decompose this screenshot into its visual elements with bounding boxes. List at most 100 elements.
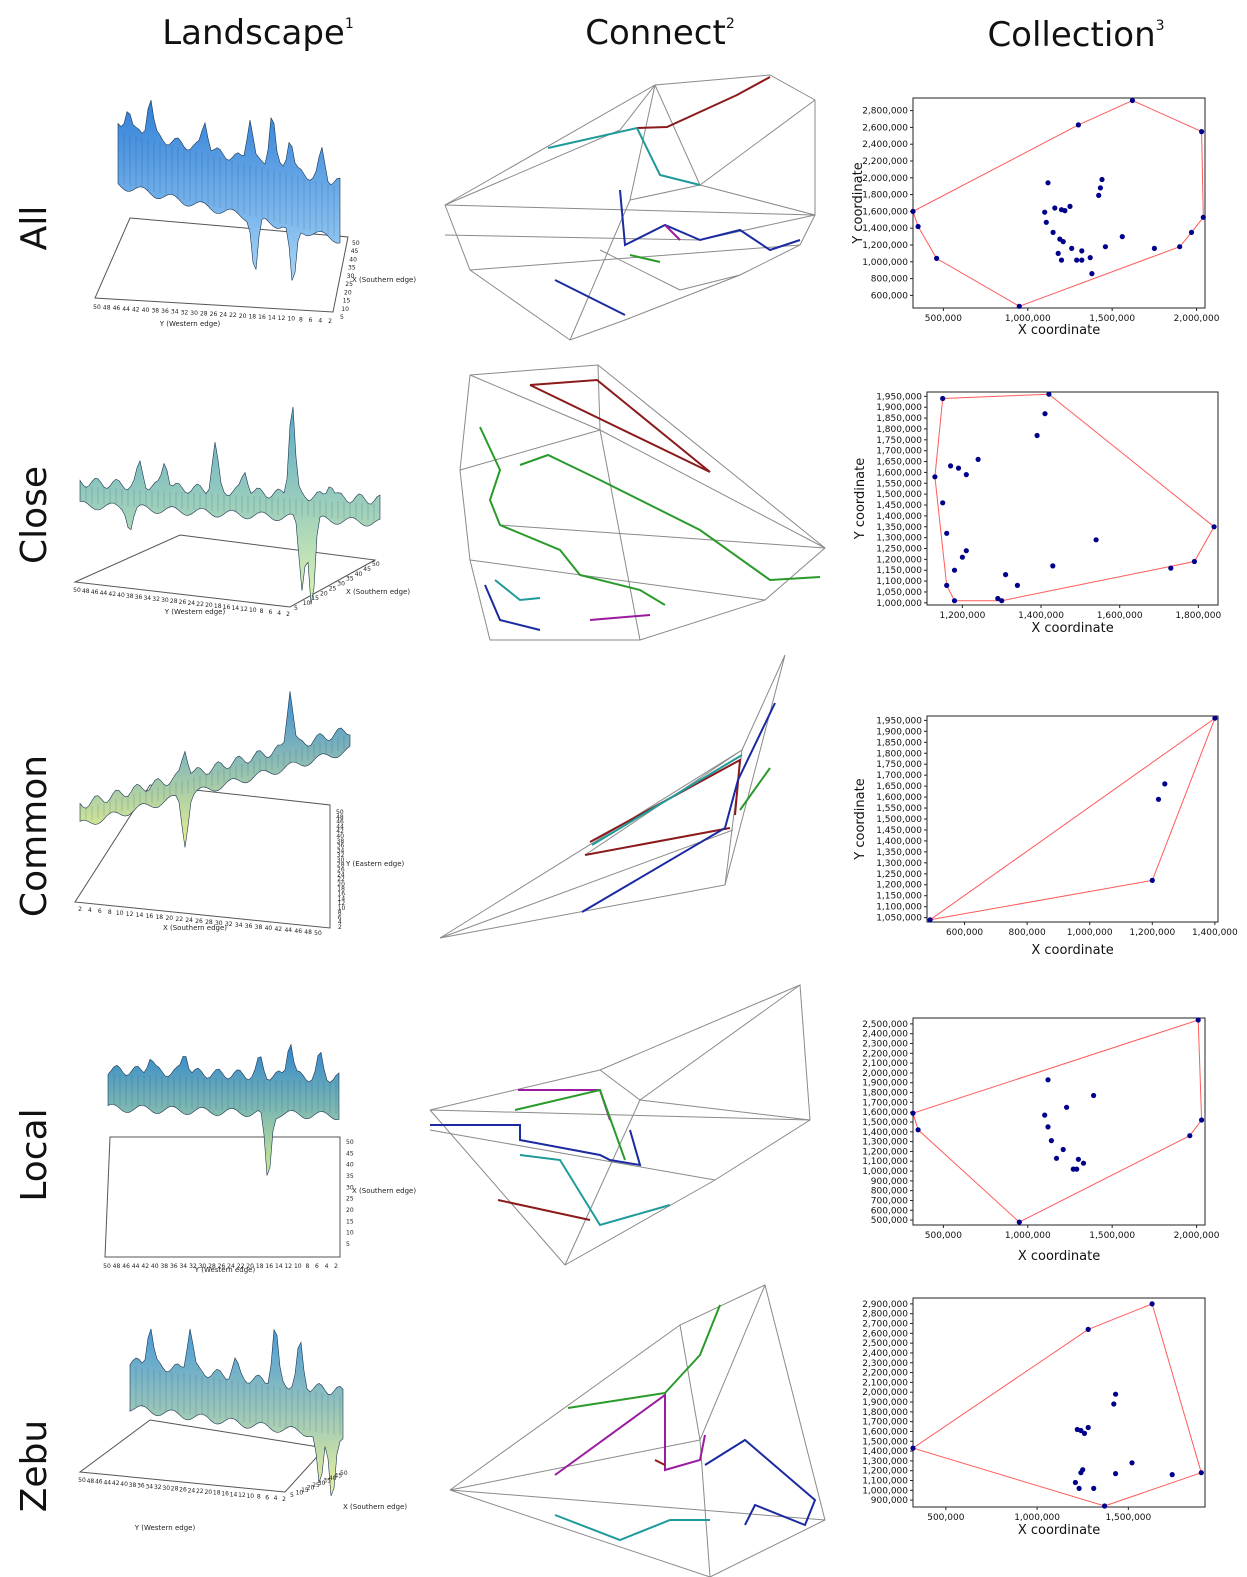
landscape-tick-label: 6 (265, 1494, 269, 1501)
point (1017, 304, 1022, 309)
landscape-tick-label: 28 (170, 598, 178, 605)
landscape-tick-label: 10 (249, 607, 257, 614)
point (940, 500, 945, 505)
point (1045, 1077, 1050, 1082)
landscape-tick-label: 42 (108, 591, 116, 598)
y-tick-label: 1,200,000 (876, 555, 922, 565)
landscape-tick-label: 6 (309, 317, 313, 324)
landscape-tick-label: 40 (142, 307, 150, 314)
x-axis-label: X coordinate (1031, 943, 1113, 958)
y-tick-label: 2,800,000 (862, 1310, 908, 1320)
point (1042, 411, 1047, 416)
y-tick-label: 2,600,000 (862, 123, 908, 133)
y-tick-label: 1,500,000 (876, 815, 922, 825)
point (948, 463, 953, 468)
y-tick-label: 2,900,000 (862, 1300, 908, 1310)
y-tick-label: 2,300,000 (862, 1040, 908, 1050)
y-tick-label: 1,150,000 (876, 892, 922, 902)
point (1074, 258, 1079, 263)
landscape-axis-label: Y (Western edge) (164, 608, 226, 616)
point (952, 568, 957, 573)
landscape-tick-label: 15 (343, 298, 351, 305)
point (1094, 537, 1099, 542)
landscape-tick-label: 22 (175, 916, 183, 923)
y-tick-label: 2,200,000 (862, 1049, 908, 1059)
landscape-tick-label: 18 (213, 1490, 221, 1497)
landscape-tick-label: 42 (141, 1263, 149, 1270)
y-tick-label: 2,100,000 (862, 1059, 908, 1069)
x-tick-label: 500,000 (925, 1231, 962, 1241)
x-tick-label: 1,200,000 (939, 611, 985, 621)
landscape-tick-label: 20 (320, 590, 328, 597)
header-text: Collection (987, 15, 1155, 55)
y-tick-label: 1,550,000 (876, 479, 922, 489)
point (1196, 1017, 1201, 1022)
y-tick-label: 1,200,000 (876, 881, 922, 891)
point (916, 1127, 921, 1132)
point (1168, 566, 1173, 571)
y-tick-label: 1,450,000 (876, 826, 922, 836)
header-note: 2 (726, 16, 735, 32)
point (1189, 230, 1194, 235)
landscape-tick-label: 8 (108, 909, 112, 916)
point (1096, 193, 1101, 198)
point (1081, 1161, 1086, 1166)
x-tick-label: 1,000,000 (1014, 1513, 1060, 1523)
y-tick-label: 1,100,000 (862, 1477, 908, 1487)
point (1150, 1301, 1155, 1306)
landscape-tick-label: 10 (303, 600, 311, 607)
point (1050, 563, 1055, 568)
point (910, 1446, 915, 1451)
landscape-tick-label: 12 (240, 606, 248, 613)
landscape-tick-label: 45 (363, 566, 371, 573)
y-tick-label: 1,850,000 (876, 414, 922, 424)
x-tick-label: 1,800,000 (1175, 611, 1221, 621)
landscape-tick-label: 50 (73, 587, 81, 594)
point (1199, 1470, 1204, 1475)
point (1067, 204, 1072, 209)
landscape-tick-label: 20 (346, 1207, 354, 1214)
point (1079, 248, 1084, 253)
x-tick-label: 500,000 (927, 1513, 964, 1523)
landscape-tick-label: 4 (325, 1263, 329, 1270)
landscape-tick-label: 44 (122, 306, 130, 313)
y-tick-label: 1,000,000 (862, 258, 908, 268)
y-tick-label: 1,500,000 (862, 1437, 908, 1447)
landscape-axis-label: Y (Western edge) (194, 1266, 256, 1274)
y-tick-label: 2,600,000 (862, 1329, 908, 1339)
row-label: Close (14, 466, 55, 564)
x-tick-label: 1,400,000 (1018, 611, 1064, 621)
landscape-tick-label: 38 (255, 924, 263, 931)
point (1150, 878, 1155, 883)
landscape-axis-label: Y (Eastern edge) (345, 860, 405, 868)
landscape-tick-label: 36 (170, 1263, 178, 1270)
row-label: Local (14, 1108, 55, 1201)
y-tick-label: 2,500,000 (862, 1339, 908, 1349)
landscape-tick-label: 20 (344, 289, 352, 296)
landscape-tick-label: 30 (161, 597, 169, 604)
y-tick-label: 1,500,000 (862, 1118, 908, 1128)
x-tick-label: 1,200,000 (1129, 928, 1175, 938)
y-axis-label: Y coordinate (853, 778, 868, 860)
point (1074, 1167, 1079, 1172)
landscape-tick-label: 16 (258, 314, 266, 321)
y-tick-label: 800,000 (871, 1187, 908, 1197)
point (1199, 129, 1204, 134)
point (1059, 258, 1064, 263)
point (1015, 583, 1020, 588)
y-tick-label: 2,000,000 (862, 1388, 908, 1398)
y-tick-label: 1,700,000 (862, 1418, 908, 1428)
y-tick-label: 1,300,000 (862, 1138, 908, 1148)
landscape-tick-label: 8 (305, 1263, 309, 1270)
landscape-tick-label: 50 (78, 1477, 86, 1484)
y-tick-label: 1,750,000 (876, 436, 922, 446)
landscape-tick-label: 4 (318, 317, 322, 324)
landscape-tick-label: 40 (120, 1481, 128, 1488)
y-tick-label: 1,300,000 (876, 534, 922, 544)
point (1113, 1392, 1118, 1397)
landscape-tick-label: 32 (152, 596, 160, 603)
y-tick-label: 1,950,000 (876, 716, 922, 726)
landscape-tick-label: 44 (103, 1479, 111, 1486)
landscape-axis-label: X (Southern edge) (346, 588, 410, 596)
x-tick-label: 1,000,000 (1005, 1231, 1051, 1241)
